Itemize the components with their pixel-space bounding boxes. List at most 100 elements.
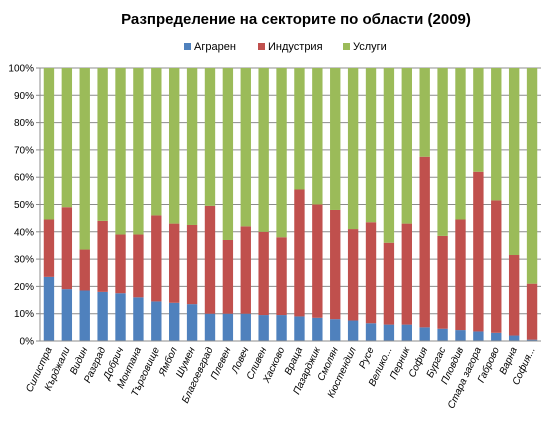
bar-industry [43,219,55,277]
bar-industry [186,224,198,305]
y-tick-label: 100% [8,64,34,75]
bar-services [437,68,448,236]
bar-services [61,68,73,208]
bar-services [491,68,502,201]
legend: Аграрен Индустрия Услуги [184,41,387,53]
legend-swatch-services [343,43,350,50]
bar-services [419,68,430,157]
bar-agrarian [133,297,144,341]
bar-industry [294,189,305,317]
legend-label-services: Услуги [353,41,387,53]
bar-services [151,68,162,216]
bar-agrarian [186,304,198,341]
bar-agrarian [151,301,162,341]
bar-industry [79,249,90,291]
bar-services [383,68,395,243]
bar-services [43,68,55,220]
bar-agrarian [222,313,234,341]
bar-industry [97,220,108,292]
bar-services [258,68,269,232]
bar-industry [508,255,520,336]
bar-industry [151,215,162,302]
bar-industry [365,222,377,324]
y-axis-labels: 0% 10% 20% 30% 40% 50% 60% 70% 80% 90% 100% [8,64,34,348]
bar-industry [473,171,484,332]
bar-services [455,68,466,220]
y-tick-label: 50% [14,200,34,211]
bar-services [222,68,234,240]
y-tick-label: 70% [14,145,34,156]
bar-agrarian [312,317,323,341]
bar-agrarian [97,291,108,341]
bar-agrarian [79,290,90,341]
bar-industry [491,200,502,333]
y-tick-label: 90% [14,91,34,102]
bar-services [276,68,287,238]
bar-agrarian [258,315,269,341]
bar-agrarian [526,339,538,341]
bar-industry [61,207,73,290]
bar-services [330,68,341,210]
bar-agrarian [115,293,126,341]
bar-services [526,68,538,284]
x-axis-labels: СилистраКърджалиВидинРазградДобричМонтан… [24,344,538,410]
y-tick-label: 80% [14,118,34,129]
bar-industry [330,209,341,320]
bar-services [97,68,108,221]
bar-agrarian [401,324,412,341]
bar-industry [204,205,216,314]
y-tick-label: 60% [14,173,34,184]
bar-agrarian [419,327,430,341]
bar-industry [526,283,538,340]
bar-agrarian [365,323,377,341]
bar-services [133,68,144,235]
chart-title: Разпределение на секторите по области (2… [121,11,471,28]
bar-industry [258,231,269,316]
bar-agrarian [294,316,305,341]
bar-agrarian [204,313,216,341]
bar-industry [401,223,412,325]
bar-services [186,68,198,225]
bar-agrarian [240,313,251,341]
bar-industry [115,234,126,294]
legend-swatch-industry [258,43,265,50]
y-tick-label: 40% [14,227,34,238]
y-tick-label: 10% [14,309,34,320]
bar-agrarian [169,302,180,341]
bar-services [169,68,180,224]
bar-services [294,68,305,190]
y-tick-label: 20% [14,282,34,293]
bar-agrarian [455,330,466,341]
bar-services [204,68,216,206]
bar-industry [455,219,466,331]
bar-agrarian [276,315,287,341]
legend-label-industry: Индустрия [268,41,323,53]
bar-agrarian [61,289,73,341]
bar-services [365,68,377,223]
y-tick-label: 30% [14,255,34,266]
bar-services [401,68,412,224]
bar-services [79,68,90,250]
y-tick-label: 0% [20,337,35,348]
bar-agrarian [508,335,520,341]
axes [39,68,541,342]
bar-agrarian [473,331,484,341]
bar-industry [222,239,234,314]
bar-industry [312,204,323,318]
bar-agrarian [330,319,341,341]
bar-industry [169,223,180,303]
bar-services [508,68,520,256]
bar-services [473,68,484,172]
bar-agrarian [437,328,448,341]
bar-agrarian [491,332,502,341]
bar-industry [419,156,430,328]
bar-industry [276,237,287,316]
bar-services [115,68,126,235]
bars [43,68,538,341]
legend-swatch-agrarian [184,43,191,50]
bar-services [240,68,251,227]
bar-industry [347,229,359,321]
bar-services [347,68,359,230]
legend-label-agrarian: Аграрен [194,41,236,53]
